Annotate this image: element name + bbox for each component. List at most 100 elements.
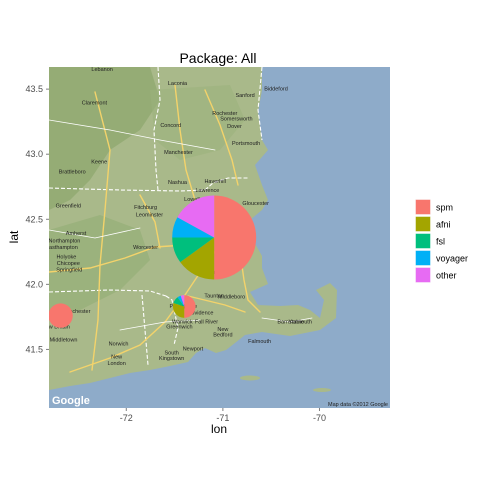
state-border (49, 289, 167, 297)
town-label: Concord (160, 123, 181, 129)
highway (91, 91, 111, 371)
forest-area (49, 67, 160, 210)
state-border (153, 67, 161, 191)
town-label: Yarmouth (288, 319, 311, 325)
town-label: Middleboro (218, 295, 245, 301)
y-tick-label: 42.0 (25, 279, 43, 289)
pie-slice-spm (214, 195, 257, 280)
island (240, 375, 260, 381)
legend-swatch-other (415, 267, 431, 283)
legend-swatch-afni (415, 216, 431, 232)
town-label: Dover (227, 124, 242, 130)
legend-swatch-spm (415, 199, 431, 215)
pie-1 (172, 295, 196, 318)
y-tick-label: 43.0 (25, 149, 43, 159)
x-tick-label: -72 (120, 413, 133, 423)
pie-slice-fsl (173, 297, 185, 307)
minor-road (261, 317, 313, 323)
pie-0 (172, 195, 257, 280)
town-label: Manchester (164, 150, 193, 156)
pie-slice-afni (180, 237, 215, 280)
town-label: Greenfield (56, 204, 81, 210)
town-label: Middletown (50, 338, 78, 344)
legend-label-spm: spm (436, 203, 453, 213)
minor-road (49, 227, 141, 239)
town-label: Lowell (184, 197, 200, 203)
highway (204, 89, 239, 186)
town-label: Haverhill (204, 179, 225, 185)
town-label: Taunton (204, 293, 224, 299)
pie-slice-spm (184, 295, 196, 318)
town-label: New (111, 355, 122, 361)
town-label: Amherst (66, 231, 87, 237)
town-label: Fitchburg (134, 205, 157, 211)
town-label: Kingstown (159, 356, 184, 362)
town-label: Barnstable (277, 319, 303, 325)
legend-label-fsl: fsl (436, 237, 445, 247)
pie-slice-voyager (177, 295, 185, 307)
legend-swatch-fsl (415, 233, 431, 249)
legend-label-voyager: voyager (436, 254, 468, 264)
town-label: Springfield (56, 267, 82, 273)
map-provider-logo: Google (52, 395, 90, 407)
town-label: Leominster (136, 213, 163, 219)
town-label: Lawrence (195, 188, 219, 194)
pie-slice-voyager (172, 217, 215, 238)
minor-road (119, 319, 201, 331)
town-label: Bedford (213, 332, 232, 338)
town-label: Newport (183, 347, 204, 353)
town-label: Norwich (109, 342, 129, 348)
legend-swatch-voyager (415, 250, 431, 266)
town-label: Falmouth (248, 339, 271, 345)
town-label: Laconia (168, 81, 188, 87)
legend: spm afni fsl voyager other (415, 199, 468, 283)
x-tick-label: -71 (216, 413, 229, 423)
town-label: Sanford (235, 93, 254, 99)
y-axis: 41.5 42.0 42.5 43.0 43.5 (25, 84, 49, 354)
town-label: Greenwich (166, 325, 192, 331)
pie-slice-fsl (172, 237, 215, 263)
map-panel[interactable]: Lebanon Laconia Biddeford Claremont Sanford R… (42, 67, 390, 408)
town-label: South (164, 351, 178, 357)
town-label: Brattleboro (59, 170, 86, 176)
state-border (49, 177, 248, 192)
y-tick-label: 43.5 (25, 84, 43, 94)
x-tick-label: -70 (313, 413, 326, 423)
town-label: Northampton (49, 239, 81, 245)
town-label: London (107, 361, 125, 367)
pie-layer (49, 195, 257, 328)
map-attribution: Map data ©2012 Google (328, 401, 388, 408)
town-label: Portsmouth (232, 141, 260, 147)
pie-2 (49, 303, 73, 328)
y-tick-label: 41.5 (25, 344, 43, 354)
state-border (165, 295, 179, 346)
legend-label-afni: afni (436, 220, 451, 230)
plot-title: Package: All (179, 50, 256, 66)
town-label: Claremont (82, 101, 108, 107)
pie-slice-spm (49, 303, 73, 328)
town-label: Somersworth (220, 116, 252, 122)
pie-slice-other (180, 295, 185, 307)
pie-slice-afni (172, 302, 185, 318)
town-label: Manchester (62, 309, 91, 315)
pie-slice-other (177, 195, 215, 238)
town-label: Worcester (133, 245, 158, 251)
x-axis: -72 -71 -70 (120, 408, 326, 423)
town-label: Lebanon (91, 67, 112, 73)
town-label: Gloucester (242, 201, 269, 207)
island (313, 388, 331, 392)
town-label: New (217, 327, 228, 333)
town-label: Easthampton (45, 245, 77, 251)
town-label: Providence (186, 310, 214, 316)
town-label: Biddeford (264, 86, 288, 92)
town-label: Fall River (195, 319, 218, 325)
legend-label-other: other (436, 271, 457, 281)
state-border (257, 67, 263, 141)
y-tick-label: 42.5 (25, 214, 43, 224)
town-label: Nashua (168, 180, 188, 186)
highway (139, 194, 161, 249)
x-axis-title: lon (211, 422, 227, 436)
town-label: Chicopee (57, 261, 80, 267)
y-axis-title: lat (7, 230, 21, 243)
